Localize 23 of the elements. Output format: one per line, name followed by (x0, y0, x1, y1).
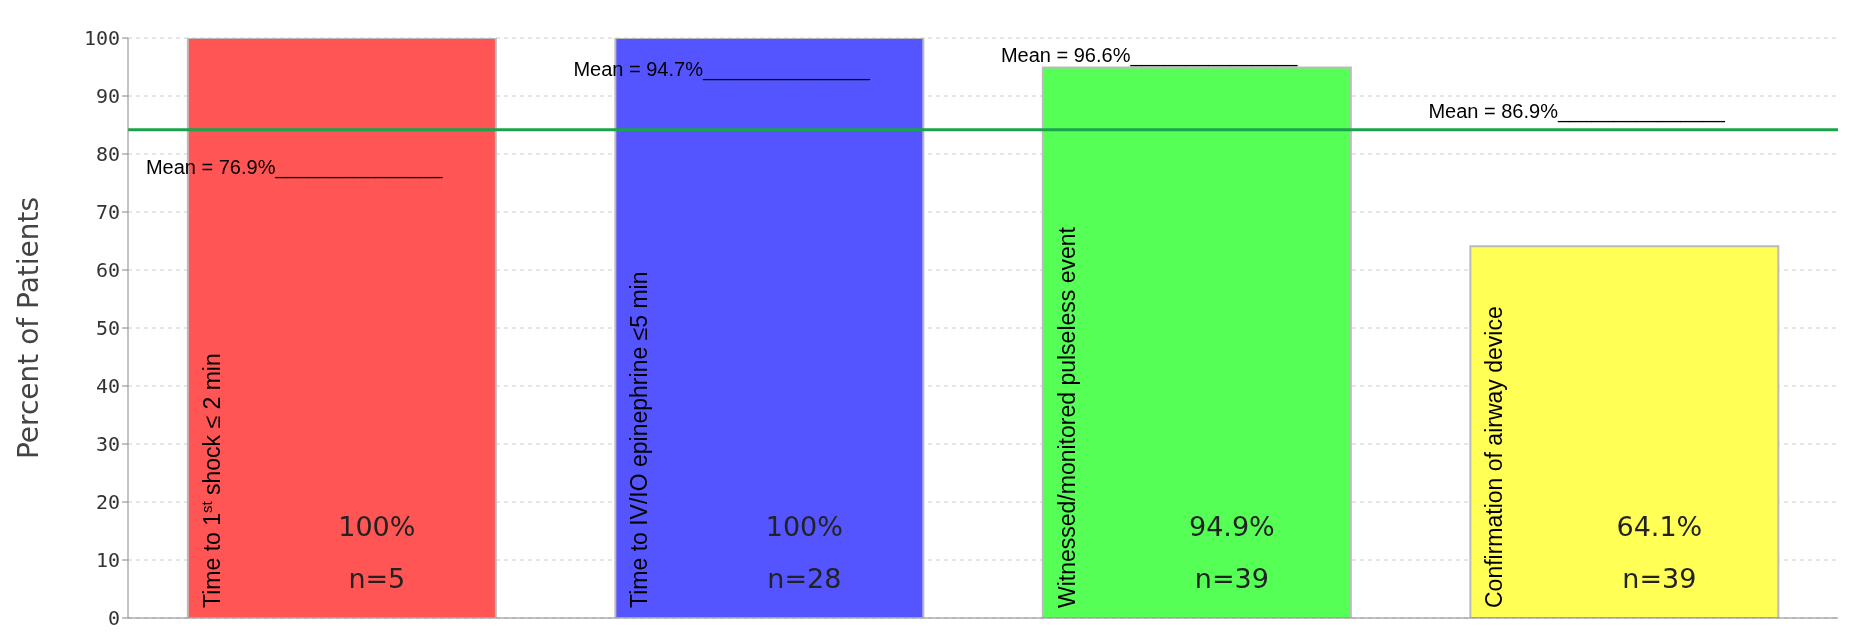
y-tick-label: 80 (95, 142, 120, 167)
data-label: 100% n=5 (338, 511, 416, 594)
y-tick-label: 100 (83, 26, 120, 51)
annotation: Mean = 86.9%_______________ (1428, 100, 1725, 122)
data-label: 94.9% n=39 (1188, 511, 1275, 594)
y-tick-label: 50 (95, 316, 120, 341)
x-tick-label: Confirmation of airway device (1481, 306, 1508, 608)
y-tick-label: 0 (107, 606, 120, 631)
annotation: Mean = 96.6%_______________ (1000, 44, 1298, 66)
data-label: 100% n=28 (765, 511, 843, 594)
data-label: 64.1% n=39 (1616, 511, 1703, 594)
y-tick-label: 90 (95, 84, 120, 109)
y-tick-label: 30 (95, 432, 120, 457)
y-tick-label: 40 (95, 374, 120, 399)
y-tick-label: 10 (95, 548, 120, 573)
bar (1469, 245, 1780, 618)
x-tick-label: Witnessed/monitored pulseless event (1053, 226, 1080, 608)
y-tick-label: 70 (95, 200, 120, 225)
y-axis-title: Percent of Patients (11, 196, 45, 460)
x-tick-label: Time to IV/IO epinephrine ≤5 min (626, 271, 653, 608)
bar (1041, 66, 1352, 618)
y-tick-label: 20 (95, 490, 120, 515)
y-tick-label: 60 (95, 258, 120, 283)
